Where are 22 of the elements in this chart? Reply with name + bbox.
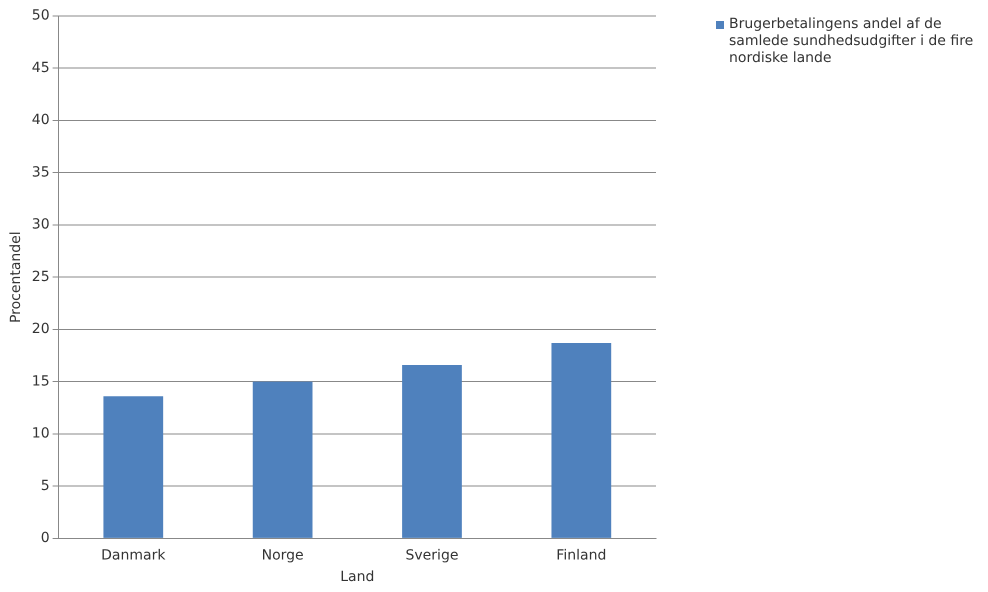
y-tick-label: 20	[32, 321, 50, 338]
y-tick-label: 15	[32, 373, 50, 390]
x-axis-title: Land	[340, 569, 374, 586]
bar	[252, 382, 313, 538]
y-tick-label: 30	[32, 216, 50, 233]
x-tick-label: Norge	[262, 547, 304, 564]
x-tick-label: Finland	[556, 547, 606, 564]
x-tick-label: Danmark	[101, 547, 166, 564]
legend-label: Brugerbetalingens andel af de samlede sundhedsudgifter i de fire nordiske lande	[729, 16, 974, 67]
y-tick-label: 45	[32, 60, 50, 76]
y-tick-label: 50	[32, 8, 50, 24]
y-axis-title: Procentandel	[8, 231, 24, 324]
y-tick-label: 25	[32, 268, 50, 285]
y-tick-label: 40	[32, 112, 50, 128]
y-tick-label: 5	[40, 478, 50, 494]
x-tick-label: Sverige	[406, 547, 458, 564]
bar	[402, 364, 462, 538]
y-tick-label: 10	[32, 426, 50, 442]
bar	[103, 396, 164, 538]
bar	[551, 343, 612, 538]
y-tick-label: 0	[40, 530, 50, 546]
y-tick-label: 35	[32, 164, 50, 180]
